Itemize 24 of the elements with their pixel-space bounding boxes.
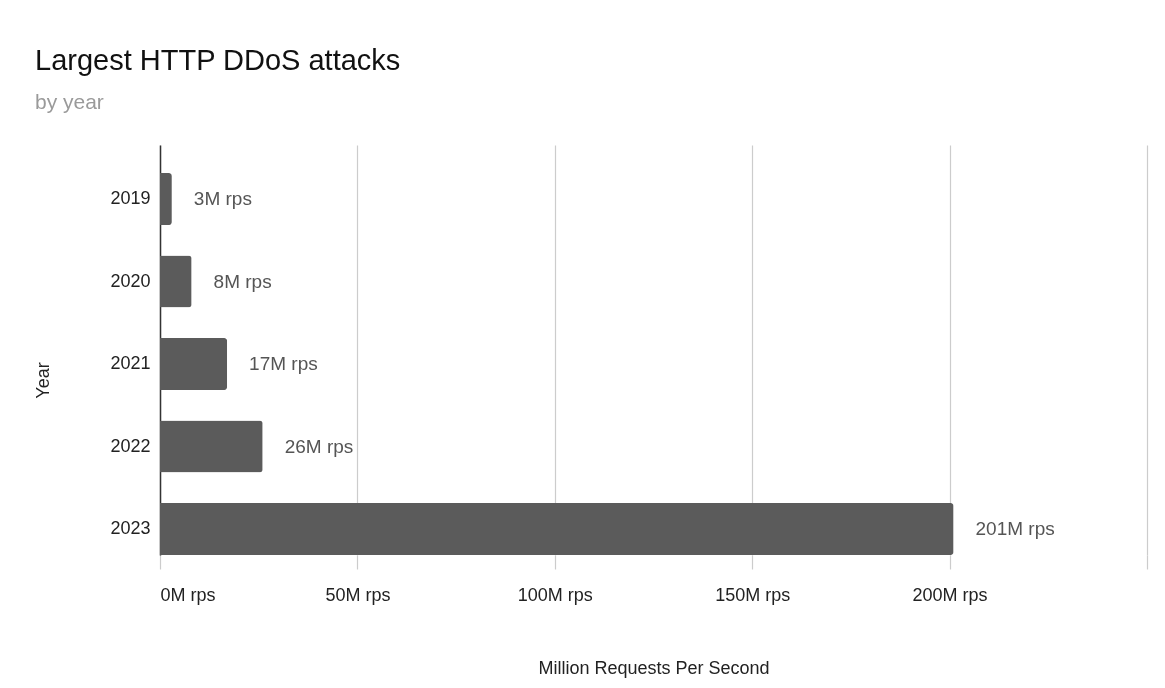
x-tick-label: 100M rps <box>517 584 593 605</box>
data-label: 8M rps <box>213 270 272 292</box>
chart-title: Largest HTTP DDoS attacks <box>35 44 401 76</box>
bar <box>160 338 228 391</box>
x-tick-label: 50M rps <box>325 584 391 605</box>
data-label: 17M rps <box>249 353 318 375</box>
y-tick-label: 2021 <box>110 353 151 374</box>
data-label: 3M rps <box>193 188 252 210</box>
bar <box>160 420 263 473</box>
y-tick-label: 2023 <box>110 518 151 539</box>
bar <box>160 173 172 226</box>
chart-subtitle: by year <box>35 90 104 113</box>
x-tick-label: 150M rps <box>715 584 791 605</box>
data-label: 201M rps <box>975 518 1055 540</box>
y-axis-title: Year <box>32 362 53 399</box>
x-axis-title: Million Requests Per Second <box>538 657 770 678</box>
y-tick-label: 2022 <box>110 435 151 456</box>
x-tick-label: 0M rps <box>160 584 216 605</box>
bar <box>160 503 954 555</box>
bar <box>160 255 192 308</box>
data-label: 26M rps <box>284 435 354 457</box>
y-tick-label: 2019 <box>110 188 151 209</box>
x-tick-label: 200M rps <box>912 584 988 605</box>
y-tick-label: 2020 <box>110 270 151 291</box>
